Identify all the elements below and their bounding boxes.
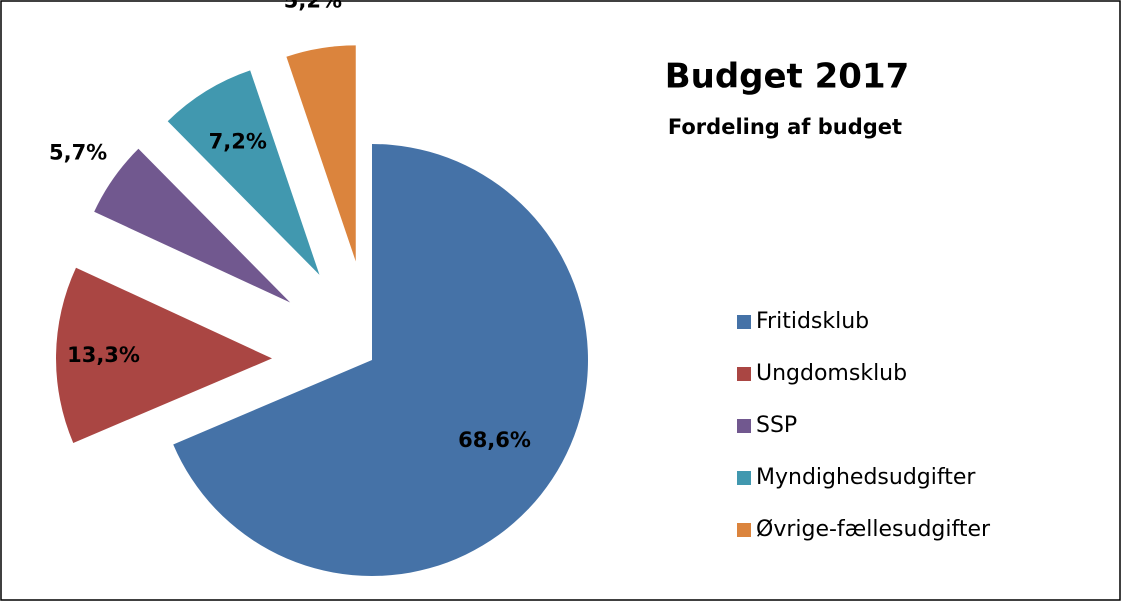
data-label: 7,2%: [209, 130, 267, 154]
legend-label: Fritidsklub: [756, 309, 869, 334]
pie-slice: [173, 144, 589, 577]
legend-swatch: [737, 367, 751, 381]
pie-slice: [286, 45, 356, 262]
legend-swatch: [737, 523, 751, 537]
chart-subtitle: Fordeling af budget: [668, 115, 902, 139]
pie-slice: [94, 148, 291, 303]
legend-swatch: [737, 419, 751, 433]
pie-slice: [167, 70, 320, 275]
chart-title: Budget 2017: [665, 57, 910, 97]
legend-swatch: [737, 471, 751, 485]
data-label: 68,6%: [458, 428, 531, 452]
pie-slice: [56, 267, 273, 443]
legend-label: Ungdomsklub: [756, 361, 907, 386]
legend-label: SSP: [756, 413, 797, 438]
legend-label: Myndighedsudgifter: [756, 465, 976, 490]
data-label: 5,2%: [284, 0, 342, 12]
legend-swatch: [737, 315, 751, 329]
data-label: 5,7%: [49, 140, 107, 164]
data-label: 13,3%: [67, 343, 140, 367]
legend-label: Øvrige-fællesudgifter: [756, 517, 991, 542]
